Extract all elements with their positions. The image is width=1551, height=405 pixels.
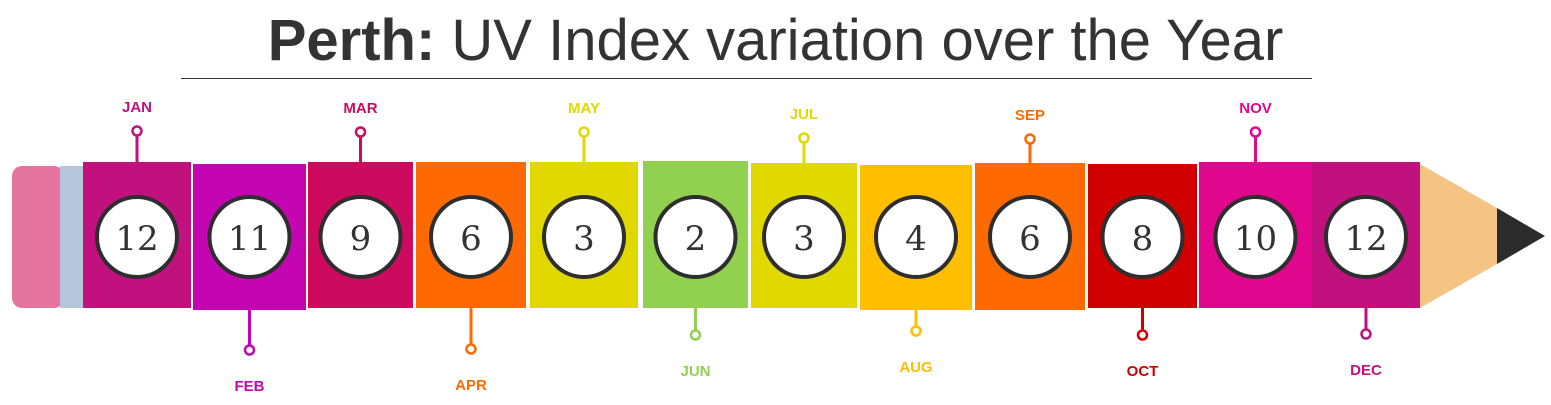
value-circle-nov [1213, 195, 1298, 279]
value-label-may: 3 [573, 219, 595, 259]
pencil-eraser [12, 166, 64, 308]
month-label-oct: OCT [1127, 363, 1159, 380]
month-label-may: MAY [568, 100, 600, 117]
connector-dot-nov [1249, 126, 1262, 138]
chart-title: Perth: UV Index variation over the Year [0, 6, 1551, 76]
value-circle-aug [874, 195, 958, 279]
connector-dot-may [578, 126, 590, 138]
value-circle-mar [318, 195, 403, 279]
title-underline [181, 78, 1312, 79]
pencil-wood-tip [1420, 164, 1497, 308]
month-label-feb: FEB [235, 378, 265, 395]
value-label-nov: 10 [1234, 219, 1277, 259]
value-label-oct: 8 [1132, 219, 1154, 259]
value-circle-feb [207, 195, 292, 279]
value-label-dec: 12 [1344, 219, 1387, 259]
month-label-sep: SEP [1015, 107, 1045, 124]
connector-dot-oct [1136, 329, 1149, 341]
month-label-mar: MAR [343, 100, 377, 117]
title-city: Perth: [267, 8, 436, 73]
value-label-apr: 6 [460, 219, 482, 259]
value-label-mar: 9 [350, 219, 372, 259]
month-label-nov: NOV [1239, 100, 1272, 117]
month-label-apr: APR [455, 377, 487, 394]
value-label-jul: 3 [793, 219, 815, 259]
month-label-jul: JUL [790, 106, 818, 123]
connector-dot-feb [243, 344, 256, 356]
connector-dot-jan [131, 125, 143, 137]
value-circle-apr [429, 195, 513, 279]
connector-dot-jul [798, 132, 810, 144]
value-circle-jun [653, 195, 738, 279]
month-label-dec: DEC [1350, 362, 1382, 379]
connector-dot-jun [689, 329, 702, 341]
pencil-lead-tip [1497, 208, 1545, 264]
value-label-jan: 12 [115, 219, 158, 259]
pencil-ferrule [60, 166, 84, 308]
value-circle-jan [95, 195, 179, 279]
connector-dot-mar [354, 126, 367, 138]
connector-dot-aug [910, 325, 922, 337]
value-label-sep: 6 [1019, 219, 1041, 259]
value-label-jun: 2 [685, 219, 707, 259]
value-label-feb: 11 [228, 219, 271, 259]
connector-dot-sep [1024, 133, 1036, 145]
value-circle-oct [1100, 195, 1185, 279]
value-circle-sep [988, 195, 1072, 279]
value-circle-jul [762, 195, 846, 279]
month-label-aug: AUG [899, 359, 932, 376]
month-label-jan: JAN [122, 99, 152, 116]
connector-dot-apr [465, 343, 477, 355]
value-label-aug: 4 [905, 219, 927, 259]
value-circle-dec [1324, 195, 1408, 279]
connector-dot-dec [1360, 328, 1372, 340]
month-segments: 12 JAN 11 FEB 9 MAR 6 APR 3 MAY 2 JUN 3 JUL 4 AUG 6 SEP 8 O… [83, 99, 1420, 395]
month-label-jun: JUN [680, 363, 710, 380]
value-circle-may [542, 195, 626, 279]
title-text: UV Index variation over the Year [451, 8, 1284, 73]
